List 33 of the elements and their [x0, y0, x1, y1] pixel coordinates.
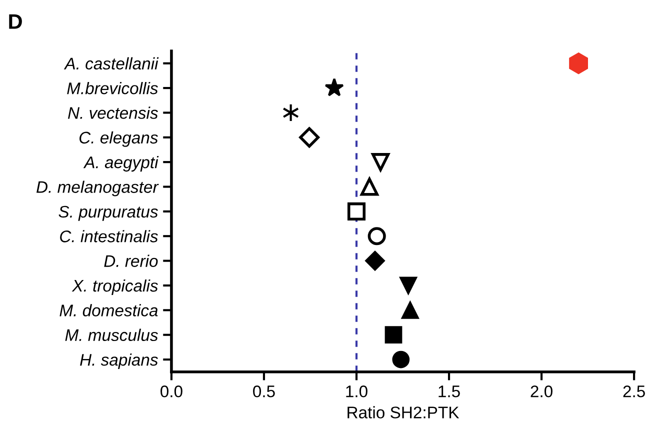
y-tick-label: H. sapians: [80, 353, 158, 370]
y-tick-label: X. tropicalis: [72, 279, 158, 295]
point: [324, 78, 344, 96]
y-tick-label: D. rerio: [104, 254, 158, 268]
y-tick-label: A. aegypti: [83, 156, 159, 172]
point: [365, 250, 385, 271]
point: [400, 276, 417, 294]
x-tick-label: 1.0: [346, 386, 368, 398]
x-tick-label: 0.0: [160, 386, 182, 398]
chart-title: D: [9, 14, 22, 29]
y-tick-label: M. domestica: [60, 304, 158, 316]
point: [360, 178, 378, 196]
point: [392, 350, 410, 368]
x-tick-label: 1.5: [438, 386, 460, 398]
x-tick-label: 2.5: [623, 386, 645, 398]
point: [401, 301, 419, 319]
point: [384, 326, 402, 344]
point: [372, 153, 390, 172]
y-tick-label: A. castellanii: [64, 57, 159, 70]
point: [299, 127, 320, 148]
y-tick-label: S. purpuratus: [58, 206, 158, 221]
x-tick-label: 0.5: [253, 386, 275, 398]
y-tick-label: D. melanogaster: [36, 180, 159, 196]
y-tick-label: C. intestinalis: [60, 230, 158, 242]
x-axis-title: Ratio SH2:PTK: [348, 406, 460, 418]
point: [569, 52, 588, 74]
y-tick-label: N. vectensis: [68, 106, 158, 119]
y-tick-label: M. musculus: [65, 328, 158, 342]
y-tick-label: M.brevicollis: [67, 82, 158, 94]
point: [347, 202, 366, 220]
y-tick-label: C. elegans: [80, 131, 158, 147]
x-tick-label: 2.0: [530, 386, 552, 398]
point: [368, 227, 386, 246]
